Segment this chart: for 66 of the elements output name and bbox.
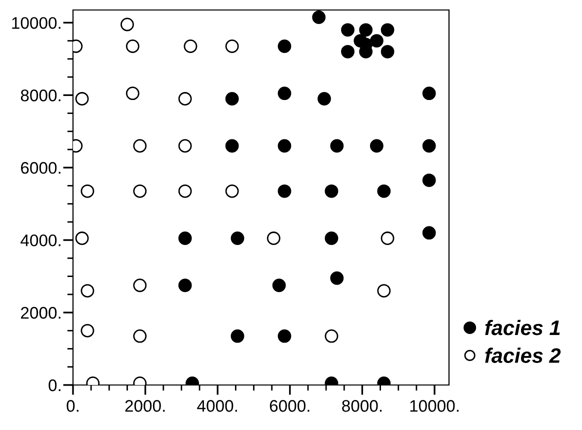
point <box>312 10 326 24</box>
y-tick-label: 8000. <box>20 90 60 102</box>
point <box>380 23 394 37</box>
point <box>178 278 192 292</box>
y-tick-label: 2000. <box>21 306 60 319</box>
point <box>225 184 239 198</box>
point <box>422 139 436 153</box>
point <box>341 23 354 37</box>
point <box>278 86 292 100</box>
point <box>359 23 373 37</box>
y-tick-label: 0. <box>48 379 60 392</box>
point <box>422 174 436 187</box>
legend-label: facies 2 <box>485 348 561 363</box>
legend-label: facies 1 <box>485 320 560 336</box>
point <box>377 284 391 298</box>
point <box>370 34 384 48</box>
point <box>278 329 292 343</box>
point <box>80 184 94 198</box>
point <box>75 92 89 106</box>
point <box>324 184 338 198</box>
point <box>324 329 338 343</box>
point <box>75 232 89 245</box>
point <box>178 232 192 245</box>
point <box>318 92 331 106</box>
point <box>120 18 134 32</box>
point <box>230 329 244 343</box>
point <box>278 139 292 153</box>
point <box>133 329 147 343</box>
point <box>126 40 140 53</box>
point <box>184 40 198 53</box>
point <box>341 44 354 58</box>
x-tick-label: 4000. <box>197 400 237 412</box>
point <box>330 139 344 153</box>
point <box>133 139 147 153</box>
point <box>225 139 239 153</box>
y-tick-label: 4000. <box>20 234 60 246</box>
x-tick-label: 10000. <box>410 400 459 412</box>
point <box>380 44 394 58</box>
x-tick-label: 8000. <box>342 400 382 412</box>
point <box>278 40 292 53</box>
point <box>266 232 280 245</box>
point <box>126 86 140 100</box>
point <box>380 232 394 245</box>
point <box>377 184 391 198</box>
y-tick-label: 6000. <box>21 162 60 174</box>
x-tick-label: 2000. <box>125 400 165 412</box>
point <box>133 184 147 198</box>
point <box>80 324 94 338</box>
x-tick-label: 0. <box>66 400 78 412</box>
point <box>178 139 192 153</box>
point <box>324 232 338 245</box>
point <box>133 278 147 292</box>
x-tick-label: 6000. <box>270 400 310 412</box>
point <box>80 284 94 298</box>
point <box>422 226 436 240</box>
point <box>330 271 344 285</box>
point <box>225 92 239 106</box>
point <box>278 184 292 198</box>
point <box>178 92 192 106</box>
point <box>272 278 286 292</box>
point <box>230 232 244 245</box>
y-tick-label: 10000. <box>12 17 60 29</box>
point <box>178 184 192 198</box>
point <box>422 86 436 100</box>
point <box>370 139 384 153</box>
point <box>225 40 239 53</box>
